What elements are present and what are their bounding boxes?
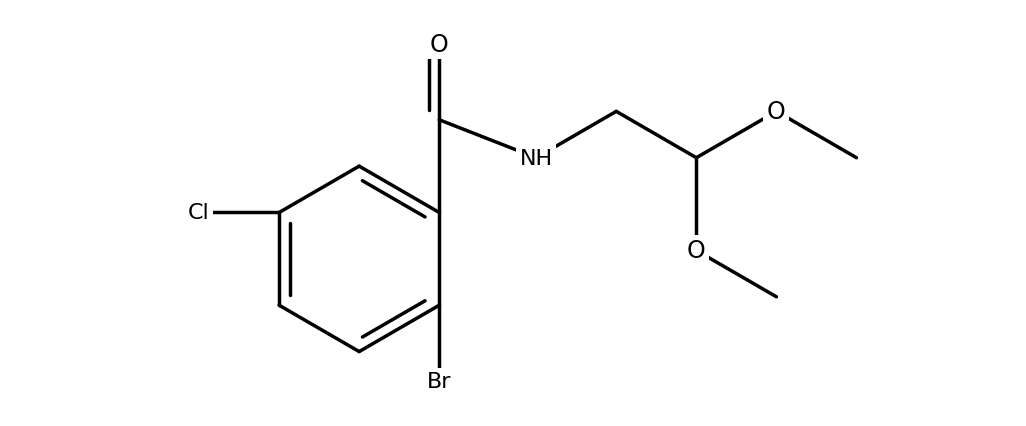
- Text: O: O: [767, 100, 786, 124]
- Text: O: O: [430, 33, 448, 57]
- Text: Cl: Cl: [188, 203, 210, 223]
- Text: O: O: [687, 239, 706, 263]
- Text: NH: NH: [519, 148, 553, 168]
- Text: Br: Br: [427, 371, 451, 391]
